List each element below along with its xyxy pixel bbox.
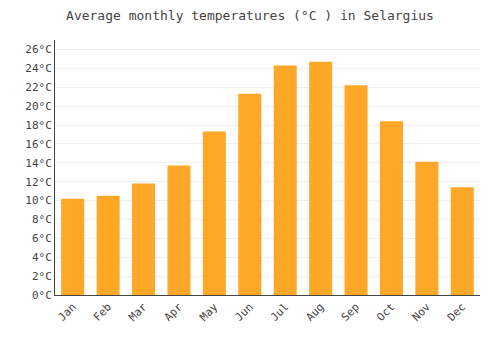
svg-text:8°C: 8°C [32,213,52,226]
svg-text:14°C: 14°C [25,157,52,170]
svg-text:12°C: 12°C [25,176,52,189]
svg-text:Jan: Jan [55,301,78,324]
svg-text:2°C: 2°C [32,270,52,283]
svg-text:0°C: 0°C [32,289,52,302]
svg-text:Aug: Aug [303,301,326,324]
svg-text:10°C: 10°C [25,194,52,207]
svg-text:Jul: Jul [268,301,291,324]
svg-text:Mar: Mar [126,300,150,324]
svg-text:4°C: 4°C [32,251,52,264]
svg-text:Dec: Dec [445,301,468,324]
svg-text:Nov: Nov [410,300,434,324]
svg-text:Feb: Feb [91,301,114,324]
svg-text:Oct: Oct [374,301,397,324]
svg-text:16°C: 16°C [25,138,52,151]
svg-text:Sep: Sep [339,301,362,324]
svg-text:Apr: Apr [162,300,186,324]
svg-text:24°C: 24°C [25,62,52,75]
svg-text:Jun: Jun [233,301,256,324]
svg-text:18°C: 18°C [25,119,52,132]
svg-text:26°C: 26°C [25,43,52,56]
svg-text:22°C: 22°C [25,81,52,94]
svg-text:May: May [197,300,221,324]
svg-text:20°C: 20°C [25,100,52,113]
svg-text:6°C: 6°C [32,232,52,245]
svg-text:Average monthly temperatures (: Average monthly temperatures (°C ) in Se… [66,8,434,23]
